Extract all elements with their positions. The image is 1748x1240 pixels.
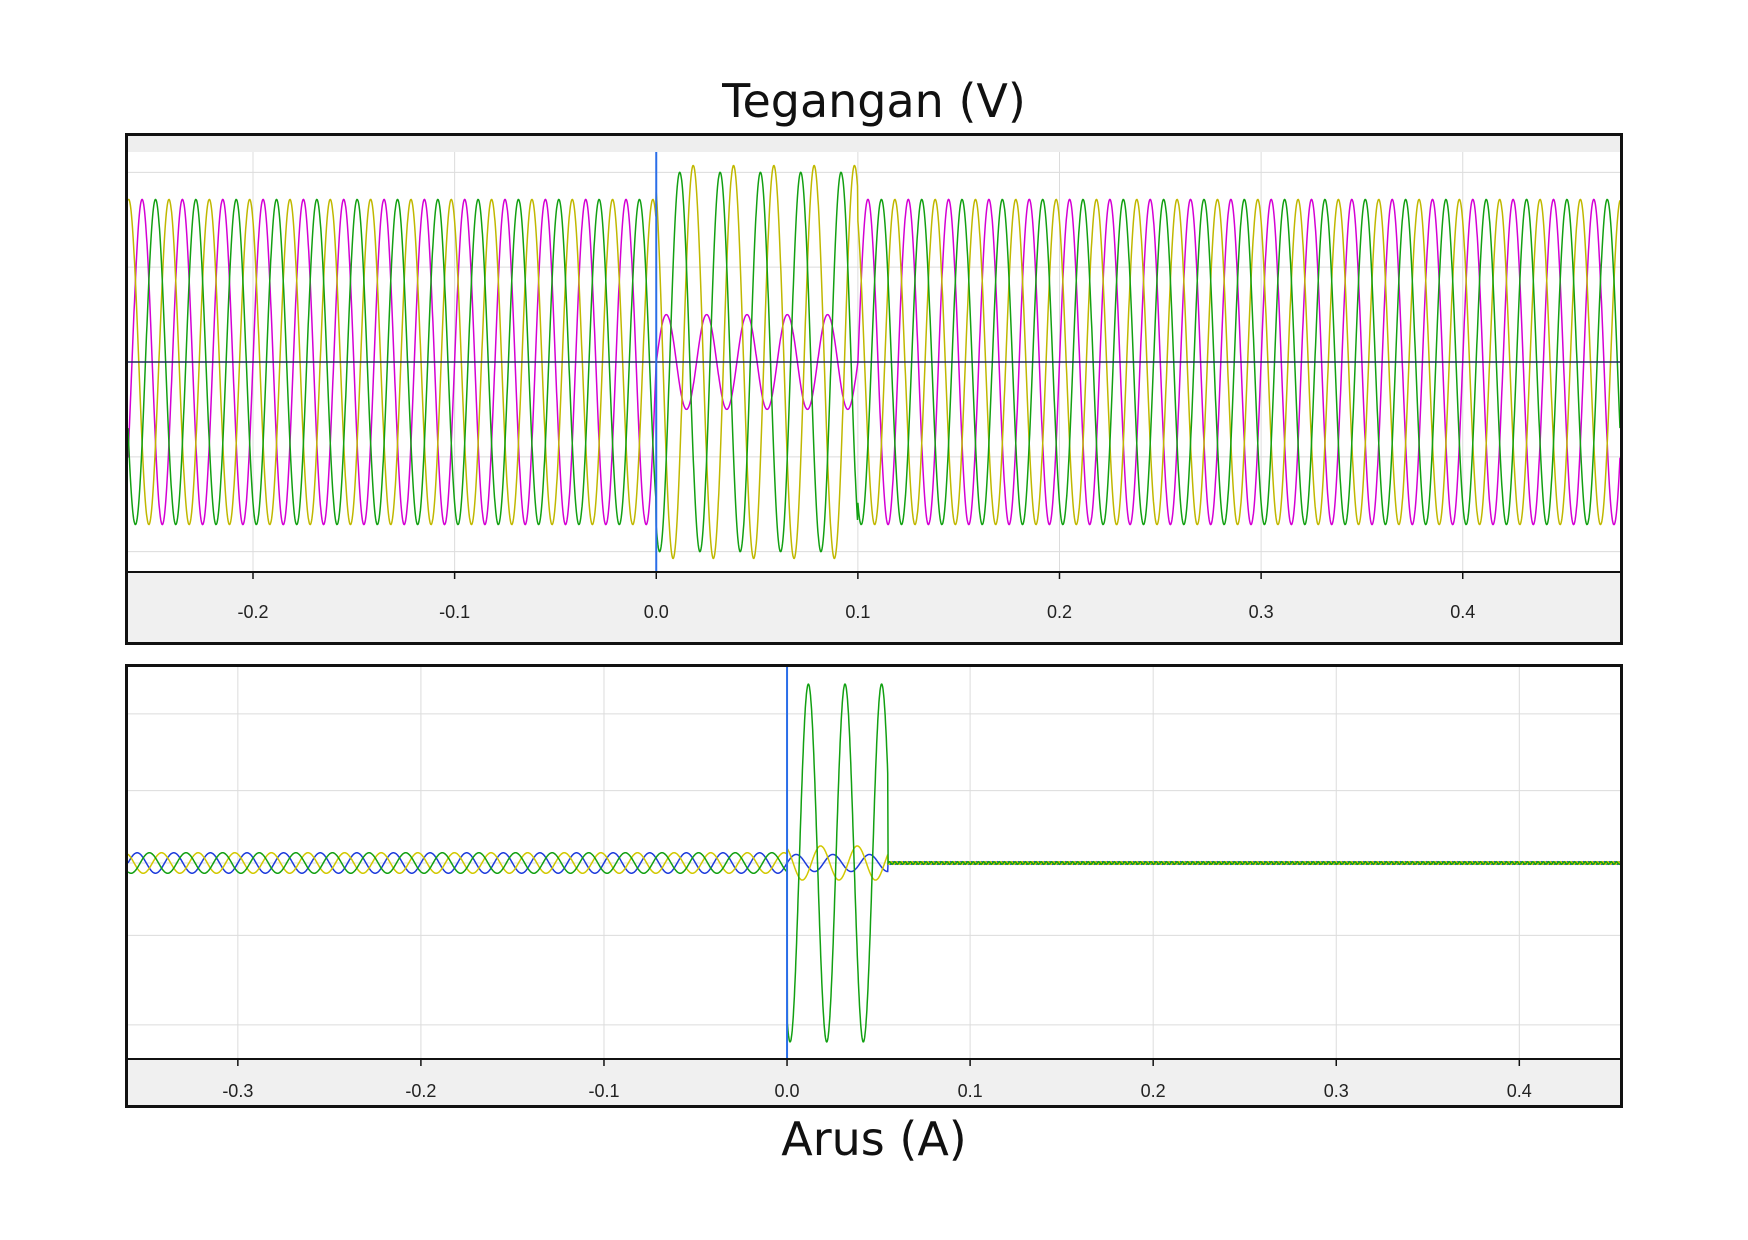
x-tick-label: -0.2 <box>237 602 268 622</box>
x-tick-label: 0.4 <box>1450 602 1475 622</box>
series-line-1 <box>128 852 1620 874</box>
plot-background <box>128 136 1620 642</box>
x-tick-label: 0.2 <box>1141 1081 1166 1101</box>
plot-top-strip <box>128 136 1620 152</box>
voltage-chart-panel: -0.2 -0.1 0.0 0.1 0.2 0.3 0.4 <box>125 133 1623 645</box>
voltage-chart-title: Tegangan (V) <box>722 74 1026 128</box>
voltage-chart: -0.2 -0.1 0.0 0.1 0.2 0.3 0.4 <box>128 136 1620 642</box>
x-tick-label: -0.1 <box>588 1081 619 1101</box>
current-chart-title: Arus (A) <box>781 1112 967 1166</box>
x-tick-label: 0.4 <box>1507 1081 1532 1101</box>
x-tick-label: 0.0 <box>644 602 669 622</box>
series-line-2 <box>128 164 1620 560</box>
x-tick-label: 0.3 <box>1324 1081 1349 1101</box>
plot-background <box>128 667 1620 1105</box>
x-tick-label: 0.1 <box>958 1081 983 1101</box>
current-chart-panel: -0.3 -0.2 -0.1 0.0 0.1 0.2 0.3 0.4 <box>125 664 1623 1108</box>
x-tick-label: 0.2 <box>1047 602 1072 622</box>
x-axis-band <box>128 1059 1620 1105</box>
series-line-3 <box>128 171 1620 553</box>
series-line-1 <box>128 198 1620 526</box>
series-line-3 <box>128 683 1620 1043</box>
x-tick-label: -0.1 <box>439 602 470 622</box>
x-tick-label: -0.3 <box>222 1081 253 1101</box>
x-tick-label: 0.0 <box>775 1081 800 1101</box>
x-axis-band <box>128 572 1620 642</box>
x-tick-label: -0.2 <box>405 1081 436 1101</box>
x-tick-label: 0.1 <box>845 602 870 622</box>
current-chart: -0.3 -0.2 -0.1 0.0 0.1 0.2 0.3 0.4 <box>128 667 1620 1105</box>
x-tick-label: 0.3 <box>1249 602 1274 622</box>
